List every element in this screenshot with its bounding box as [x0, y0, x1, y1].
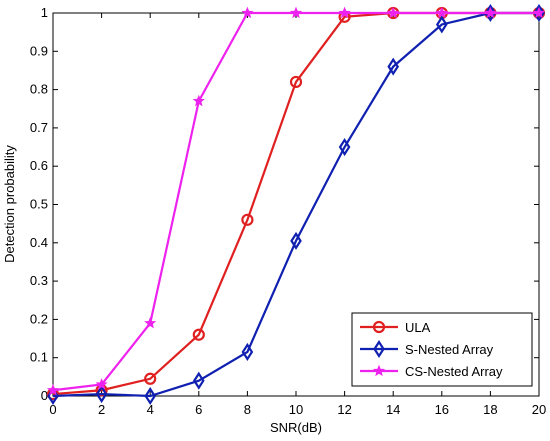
series-layer [46, 3, 546, 406]
data-point [192, 94, 205, 107]
data-point [241, 6, 254, 19]
y-tick-label: 0 [41, 388, 48, 403]
data-point [144, 372, 157, 385]
y-tick-label: 0.5 [30, 197, 48, 212]
x-tick-label: 14 [386, 402, 400, 417]
legend-label: ULA [405, 320, 431, 335]
data-point [46, 383, 60, 396]
data-point [289, 6, 303, 19]
data-point [338, 6, 351, 19]
x-axis: 0 2 4 6 8 10 12 14 16 18 20 [49, 13, 546, 417]
data-point [533, 3, 545, 23]
legend-marker [372, 320, 386, 334]
x-tick-label: 0 [49, 402, 56, 417]
y-tick-label: 0.1 [30, 350, 48, 365]
data-point [144, 316, 157, 329]
data-point [289, 75, 303, 89]
x-tick-label: 20 [532, 402, 546, 417]
data-point [144, 386, 157, 406]
y-axis-label: Detection probability [2, 145, 17, 263]
data-point [290, 231, 302, 250]
legend-marker [373, 339, 385, 359]
x-axis-label: SNR(dB) [270, 420, 322, 435]
y-tick-label: 0.2 [30, 311, 48, 326]
y-tick-label: 1 [41, 5, 48, 20]
legend: ULA S-Nested Array CS-Nested Array [351, 312, 533, 387]
x-tick-label: 4 [147, 402, 154, 417]
series-s-nested-array [47, 3, 545, 406]
legend-marker [372, 364, 386, 377]
y-tick-label: 0.6 [30, 158, 48, 173]
legend-entry: ULA [360, 320, 431, 335]
x-tick-label: 2 [98, 402, 105, 417]
x-tick-label: 16 [435, 402, 449, 417]
data-point [435, 6, 448, 19]
x-tick-label: 18 [483, 402, 497, 417]
x-tick-label: 12 [337, 402, 351, 417]
data-point [241, 213, 254, 226]
y-tick-label: 0.3 [30, 273, 48, 288]
data-point [484, 3, 497, 23]
data-point [192, 328, 205, 341]
legend-label: CS-Nested Array [405, 364, 503, 379]
x-tick-label: 6 [195, 402, 202, 417]
x-tick-label: 10 [289, 402, 303, 417]
data-point [241, 342, 254, 361]
y-tick-label: 0.4 [30, 235, 48, 250]
data-point [387, 6, 400, 19]
legend-label: S-Nested Array [405, 342, 494, 357]
data-point [435, 15, 448, 34]
x-tick-label: 8 [244, 402, 251, 417]
y-tick-label: 0.9 [30, 43, 48, 58]
data-point [532, 6, 546, 19]
data-point [338, 138, 351, 157]
data-point [95, 378, 108, 390]
series-line [52, 11, 539, 398]
y-tick-label: 0.8 [30, 82, 48, 97]
y-tick-label: 0.7 [30, 120, 48, 135]
legend-entry: S-Nested Array [360, 339, 494, 359]
legend-entry: CS-Nested Array [360, 364, 503, 379]
data-point [192, 371, 205, 390]
data-point [387, 57, 400, 76]
data-point [484, 6, 497, 19]
series-cs-nested-array [46, 6, 546, 396]
data-point [95, 385, 108, 404]
